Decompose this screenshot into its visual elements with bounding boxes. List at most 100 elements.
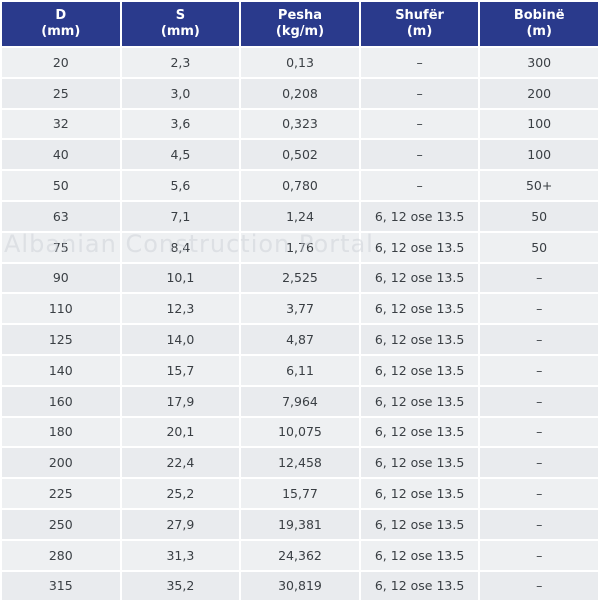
column-header-d-title: D: [55, 8, 67, 23]
cell-d: 180: [2, 417, 120, 447]
cell-s: 25,2: [121, 479, 240, 508]
cell-pesha: 19,381: [241, 509, 359, 539]
column-header-s-unit: (mm): [160, 24, 200, 39]
cell-d: 140: [2, 355, 120, 385]
cell-pesha: 3,77: [241, 294, 359, 324]
cell-d: 32: [2, 109, 120, 139]
cell-bobine: 300: [480, 48, 598, 77]
cell-d: 110: [2, 294, 120, 324]
cell-d: 50: [2, 171, 120, 200]
cell-s: 3,0: [121, 78, 240, 108]
cell-d: 315: [2, 571, 120, 600]
cell-bobine: 50: [480, 232, 598, 262]
cell-d: 20: [2, 48, 120, 77]
column-header-shufer: Shufër (m): [360, 2, 479, 46]
table-row: 160 17,9 7,964 6, 12 ose 13.5–: [2, 386, 598, 416]
table-row: 75 8,4 1,76 6, 12 ose 13.5 50: [2, 232, 598, 262]
cell-shufer: 6, 12 ose 13.5: [360, 325, 479, 354]
cell-d: 75: [2, 232, 120, 262]
column-header-bobine-unit: (m): [526, 24, 552, 39]
column-header-shufer-title: Shufër: [395, 8, 444, 23]
column-header-bobine: Bobinë (m): [480, 2, 598, 46]
cell-d: 125: [2, 325, 120, 354]
cell-d: 90: [2, 263, 120, 293]
cell-s: 5,6: [121, 171, 240, 200]
cell-s: 7,1: [121, 201, 240, 231]
cell-pesha: 0,323: [241, 109, 359, 139]
cell-s: 4,5: [121, 140, 240, 170]
table-row: 140 15,7 6,11 6, 12 ose 13.5–: [2, 355, 598, 385]
table-row: 40 4,5 0,502–100: [2, 140, 598, 170]
table-row: 50 5,6 0,780–50+: [2, 171, 598, 200]
cell-bobine: –: [480, 263, 598, 293]
cell-pesha: 7,964: [241, 386, 359, 416]
cell-pesha: 0,13: [241, 48, 359, 77]
cell-bobine: –: [480, 448, 598, 478]
cell-shufer: –: [360, 48, 479, 77]
cell-s: 12,3: [121, 294, 240, 324]
cell-s: 22,4: [121, 448, 240, 478]
cell-shufer: 6, 12 ose 13.5: [360, 479, 479, 508]
cell-bobine: –: [480, 325, 598, 354]
cell-s: 14,0: [121, 325, 240, 354]
cell-bobine: –: [480, 355, 598, 385]
table-row: 20 2,3 0,13–300: [2, 48, 598, 77]
cell-shufer: 6, 12 ose 13.5: [360, 201, 479, 231]
cell-s: 27,9: [121, 509, 240, 539]
cell-bobine: 200: [480, 78, 598, 108]
cell-d: 225: [2, 479, 120, 508]
cell-s: 15,7: [121, 355, 240, 385]
cell-shufer: –: [360, 140, 479, 170]
table-row: 90 10,1 2,525 6, 12 ose 13.5–: [2, 263, 598, 293]
cell-shufer: –: [360, 109, 479, 139]
cell-pesha: 12,458: [241, 448, 359, 478]
cell-d: 25: [2, 78, 120, 108]
cell-s: 31,3: [121, 540, 240, 570]
cell-bobine: 50: [480, 201, 598, 231]
column-header-s: S (mm): [121, 2, 240, 46]
table-row: 63 7,1 1,24 6, 12 ose 13.5 50: [2, 201, 598, 231]
cell-pesha: 10,075: [241, 417, 359, 447]
cell-shufer: 6, 12 ose 13.5: [360, 294, 479, 324]
cell-d: 280: [2, 540, 120, 570]
column-header-pesha: Pesha (kg/m): [241, 2, 359, 46]
cell-s: 20,1: [121, 417, 240, 447]
cell-shufer: 6, 12 ose 13.5: [360, 540, 479, 570]
cell-s: 8,4: [121, 232, 240, 262]
cell-shufer: 6, 12 ose 13.5: [360, 386, 479, 416]
cell-s: 3,6: [121, 109, 240, 139]
cell-d: 160: [2, 386, 120, 416]
cell-pesha: 1,24: [241, 201, 359, 231]
header-row: D (mm) S (mm) Pesha (kg/m) Shufër (m) Bo…: [2, 2, 598, 46]
cell-bobine: –: [480, 540, 598, 570]
cell-pesha: 0,502: [241, 140, 359, 170]
cell-bobine: 100: [480, 140, 598, 170]
cell-d: 200: [2, 448, 120, 478]
cell-shufer: 6, 12 ose 13.5: [360, 509, 479, 539]
cell-pesha: 1,76: [241, 232, 359, 262]
table-row: 200 22,4 12,458 6, 12 ose 13.5–: [2, 448, 598, 478]
column-header-d: D (mm): [2, 2, 120, 46]
table-row: 110 12,3 3,77 6, 12 ose 13.5–: [2, 294, 598, 324]
table-row: 180 20,1 10,075 6, 12 ose 13.5–: [2, 417, 598, 447]
cell-d: 63: [2, 201, 120, 231]
cell-s: 17,9: [121, 386, 240, 416]
column-header-pesha-title: Pesha: [277, 8, 323, 23]
cell-pesha: 4,87: [241, 325, 359, 354]
column-header-d-unit: (mm): [41, 24, 81, 39]
table-row: 315 35,2 30,819 6, 12 ose 13.5–: [2, 571, 598, 600]
cell-pesha: 15,77: [241, 479, 359, 508]
table-header: D (mm) S (mm) Pesha (kg/m) Shufër (m) Bo…: [2, 2, 598, 46]
cell-shufer: 6, 12 ose 13.5: [360, 355, 479, 385]
cell-bobine: –: [480, 386, 598, 416]
table-row: 280 31,3 24,362 6, 12 ose 13.5–: [2, 540, 598, 570]
cell-shufer: 6, 12 ose 13.5: [360, 417, 479, 447]
cell-pesha: 6,11: [241, 355, 359, 385]
column-header-s-title: S: [175, 8, 186, 23]
cell-s: 10,1: [121, 263, 240, 293]
table-row: 125 14,0 4,87 6, 12 ose 13.5–: [2, 325, 598, 354]
cell-d: 40: [2, 140, 120, 170]
table-row: 250 27,9 19,381 6, 12 ose 13.5–: [2, 509, 598, 539]
cell-bobine: 100: [480, 109, 598, 139]
